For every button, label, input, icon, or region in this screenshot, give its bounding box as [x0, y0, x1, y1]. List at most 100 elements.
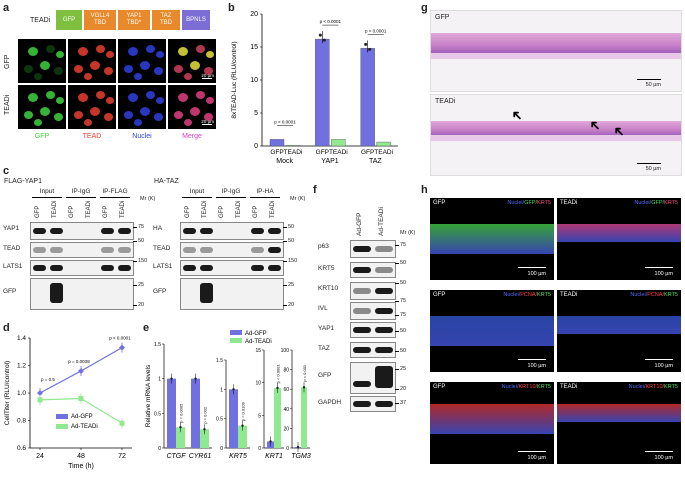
band	[353, 288, 371, 294]
mw-marker: 20	[138, 302, 145, 308]
scale-label: 100 µm	[527, 271, 546, 277]
group-label: Mock	[276, 158, 293, 165]
band	[375, 288, 393, 294]
panel-label-f: f	[313, 184, 317, 196]
gene-label: CYR61	[189, 453, 212, 460]
tissue-layer	[430, 316, 554, 346]
group-line	[216, 197, 246, 198]
band	[353, 401, 371, 407]
mw-marker: 20	[288, 302, 295, 308]
blot-group: Input	[189, 188, 205, 195]
mw-marker: 50	[400, 260, 407, 266]
nucleus	[174, 65, 183, 73]
bar	[331, 139, 346, 147]
nucleus	[146, 45, 155, 53]
y-tick-label: 100	[281, 348, 290, 354]
y-tick-label: 80	[283, 368, 289, 374]
point	[368, 47, 372, 51]
if-panel: GFP Nuclei/GFP/KRT5 100 µm	[430, 198, 554, 280]
p-value: p = 0.0109	[241, 401, 246, 421]
blot-strip	[30, 242, 134, 258]
nucleus	[184, 119, 192, 126]
nucleus	[140, 107, 150, 116]
domain-3: TAZ TBD	[152, 10, 180, 30]
histology-panels: GFP 50 µm TEADi 50 µm ➜ ➜ ➜	[430, 10, 682, 176]
mw-tick	[283, 261, 287, 262]
nucleus	[106, 51, 114, 58]
panel-label-e: e	[143, 322, 150, 334]
y-tick-label: 0.5	[216, 417, 223, 423]
y-tick-label: 60	[283, 387, 289, 393]
panel-label-c: c	[3, 165, 10, 177]
blot-row-label: TEAD	[3, 245, 21, 252]
micro-tile	[68, 39, 116, 83]
y-tick-label: 1.4	[17, 335, 26, 342]
bar	[229, 389, 238, 448]
blot-row-label: GFP	[318, 372, 332, 379]
if-label: TEADi	[560, 292, 578, 298]
mr-label: Mr (K)	[400, 230, 416, 236]
band	[101, 228, 114, 234]
blot-strip	[350, 322, 396, 338]
bar	[176, 427, 185, 448]
nucleus	[28, 93, 38, 102]
point	[269, 440, 272, 443]
mr-label: Mr (K)	[140, 196, 156, 202]
point	[296, 445, 300, 449]
blot-row-label: YAP1	[3, 225, 20, 232]
nucleus	[90, 61, 100, 70]
band	[33, 228, 46, 234]
band	[200, 265, 213, 271]
blot-group: IP-IgG	[71, 188, 91, 195]
legend-label: Ad-TEADi	[245, 339, 272, 345]
panel-label-a: a	[3, 2, 10, 14]
blot-strip	[180, 222, 284, 240]
if-label: GFP	[433, 384, 446, 390]
blot-row-label: LATS1	[153, 263, 173, 270]
lane-label: GFP	[219, 205, 225, 218]
tissue-layer	[430, 404, 554, 434]
p-value: p < 0.0001	[365, 28, 387, 33]
micro-col-label: Merge	[182, 133, 202, 140]
group-line	[182, 197, 212, 198]
scale-label: 20 µm	[201, 73, 214, 78]
y-tick-label: 1.0	[17, 390, 26, 397]
mw-tick	[283, 305, 287, 306]
mw-tick	[395, 403, 399, 404]
marker-label: KRT5	[537, 200, 551, 206]
nucleus	[156, 97, 164, 104]
nucleus	[56, 51, 64, 58]
nucleus	[54, 67, 63, 75]
micro-tile	[18, 39, 66, 83]
nucleus	[74, 111, 83, 119]
blot-strip	[30, 260, 134, 276]
point	[78, 396, 84, 401]
band	[353, 267, 371, 273]
band	[268, 228, 281, 234]
if-label: TEADi	[560, 384, 578, 390]
nucleus	[24, 111, 33, 119]
blot-row-label: TAZ	[318, 345, 330, 352]
histology-label: TEADi	[435, 98, 456, 105]
p-value: p = 0.0038	[68, 359, 90, 364]
micro-tile	[68, 85, 116, 129]
nucleus	[84, 73, 92, 80]
y-tick-label: 0.8	[17, 418, 26, 425]
x-axis-label: Time (h)	[68, 463, 94, 470]
band	[353, 308, 371, 314]
mrna-chart: Relative mRNA levels Ad-GFP Ad-TEADi 0 0.5 1 1…	[145, 330, 311, 460]
nucleus	[34, 119, 42, 126]
band	[251, 265, 264, 271]
point	[119, 344, 125, 351]
band	[353, 347, 371, 353]
blot-row-label: GAPDH	[318, 399, 342, 406]
blot-row-label: YAP1	[318, 325, 335, 332]
nucleus	[84, 119, 92, 126]
lane-label: TEADi	[52, 200, 58, 218]
blot-row-label: KRT10	[318, 285, 339, 292]
band	[375, 366, 393, 388]
marker-legend: Nuclei/GFP/KRT5	[634, 200, 678, 206]
micro-tile	[18, 85, 66, 129]
construct-name: TEADi	[30, 17, 51, 24]
mw-tick	[395, 315, 399, 316]
